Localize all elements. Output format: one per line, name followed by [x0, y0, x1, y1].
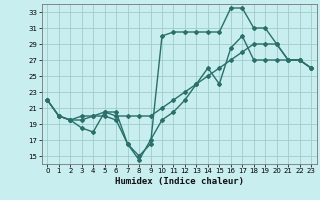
X-axis label: Humidex (Indice chaleur): Humidex (Indice chaleur): [115, 177, 244, 186]
